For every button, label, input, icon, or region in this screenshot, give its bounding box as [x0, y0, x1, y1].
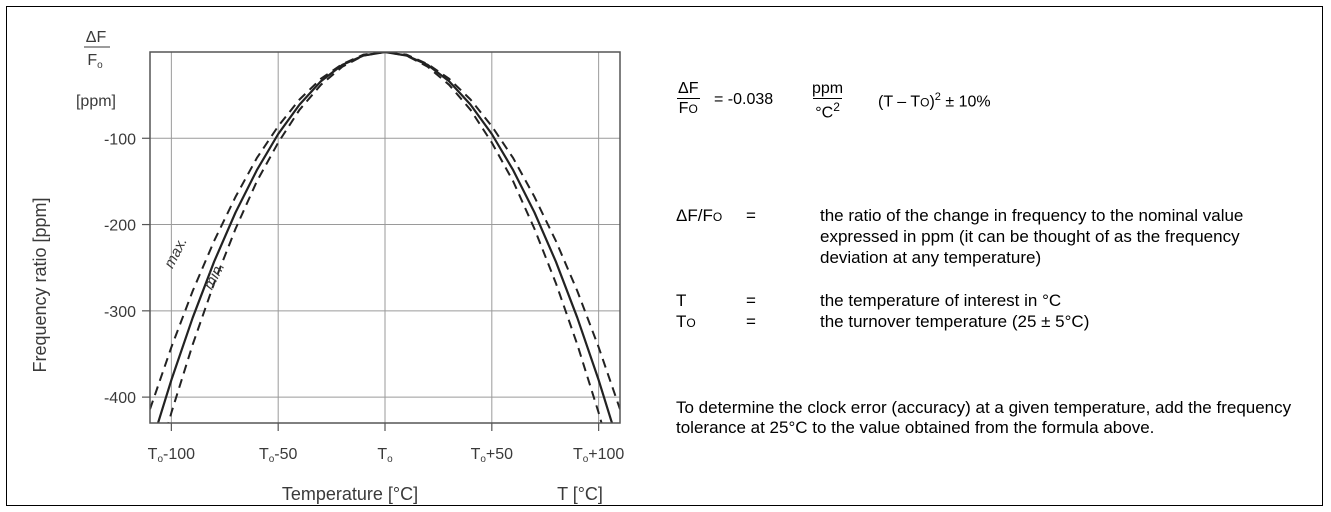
formula-coefficient: = -0.038	[714, 91, 774, 108]
formula-lhs-fraction: ΔF FO	[676, 80, 700, 118]
definition-text: the turnover temperature (25 ± 5°C)	[820, 312, 1090, 331]
y-tick-labels: -100 -200 -300 -400	[104, 131, 136, 407]
chart-curves	[150, 52, 620, 423]
x-tick-label: To+50	[471, 446, 514, 465]
definition-symbol: T	[676, 291, 687, 310]
y-tick-label: -300	[104, 304, 136, 321]
definition-symbol: TO	[676, 312, 696, 331]
plot-border	[149, 51, 621, 424]
formula-tail: (T – TO)2 ± 10%	[878, 91, 991, 111]
y-unit-label: [ppm]	[76, 93, 116, 110]
formula-unit-numerator: ppm	[812, 80, 844, 97]
formula-lhs-denominator: FO	[676, 98, 700, 117]
formula-unit-denominator: °C2	[813, 98, 842, 122]
accuracy-note: To determine the clock error (accuracy) …	[676, 398, 1292, 437]
definition-equals: =	[746, 206, 756, 225]
definition-equals: =	[746, 312, 756, 331]
definition-text: the ratio of the change in frequency to …	[820, 206, 1244, 267]
y-axis-label: Frequency ratio [ppm]	[30, 197, 50, 372]
x-axis-label: Temperature [°C]	[282, 484, 418, 504]
x-tick-label: To-50	[259, 446, 298, 465]
x-tick-label: To+100	[573, 446, 624, 465]
definition-text: the temperature of interest in °C	[820, 291, 1062, 310]
definition-equals: =	[746, 291, 756, 310]
x-tick-label: To	[377, 446, 393, 465]
y-tick-label: -400	[104, 390, 136, 407]
y-unit-denominator: Fo	[87, 52, 103, 71]
formula-unit-fraction: ppm °C2	[810, 80, 845, 122]
frequency-temperature-chart: -100 -200 -300 -400 To-100 To-50 To To+50 To+10…	[30, 29, 625, 504]
series-line-max	[150, 52, 620, 410]
series-line-nominal	[156, 52, 614, 423]
figure-frame	[6, 6, 1323, 506]
y-tick-label: -200	[104, 218, 136, 235]
definition-symbol: ΔF/FO	[676, 206, 723, 225]
x-tick-label: To-100	[148, 446, 195, 465]
y-unit-numerator: ΔF	[86, 29, 107, 46]
x-axis-end-label: T [°C]	[557, 484, 603, 504]
formula-lhs-numerator: ΔF	[678, 80, 699, 97]
curve-annotation: max.	[161, 234, 191, 271]
chart-grid	[142, 52, 620, 431]
y-tick-label: -100	[104, 131, 136, 148]
x-tick-labels: To-100 To-50 To To+50 To+100	[148, 446, 625, 465]
